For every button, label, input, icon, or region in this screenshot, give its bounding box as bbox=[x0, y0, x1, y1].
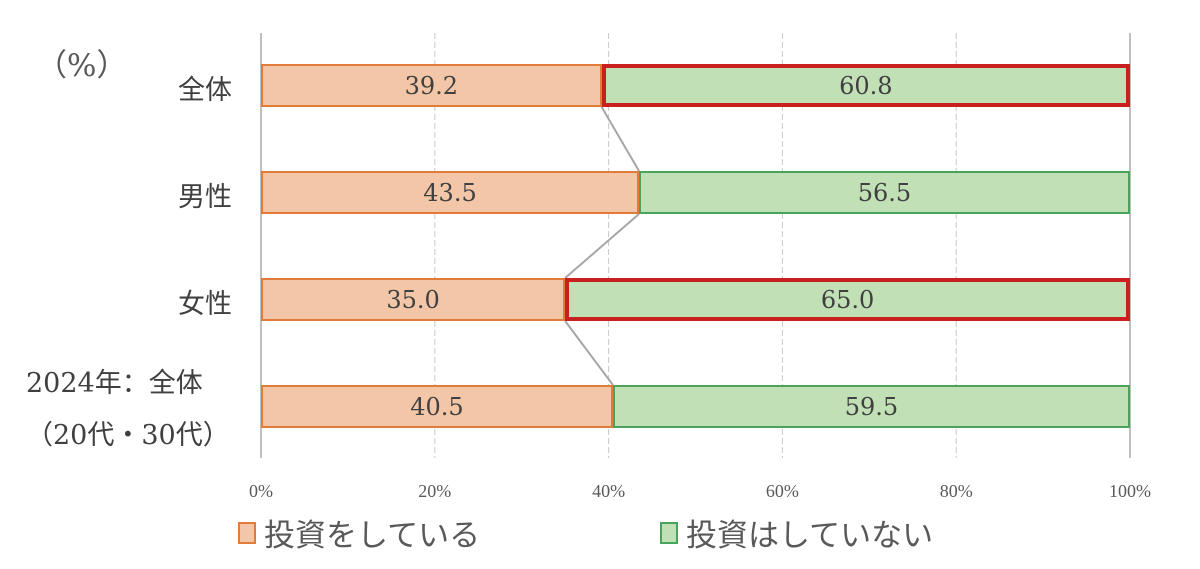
legend-swatch-orange bbox=[238, 521, 256, 544]
unit-label: （%） bbox=[36, 48, 128, 84]
legend-label: 投資はしていない bbox=[686, 518, 934, 554]
legend-item-not-invested: 投資はしていない bbox=[660, 510, 933, 555]
bar-segment-not-invested: 65.0 bbox=[565, 278, 1130, 321]
legend-label: 投資をしている bbox=[264, 518, 481, 554]
x-tick-label: 60% bbox=[765, 481, 799, 501]
bar-segment-invested: 39.2 bbox=[261, 64, 602, 107]
x-tick-label: 40% bbox=[592, 481, 626, 501]
category-label: 全体 bbox=[178, 74, 232, 106]
bar-segment-not-invested: 56.5 bbox=[639, 171, 1130, 214]
category-label: 男性 bbox=[178, 181, 232, 213]
category-label: （20代・30代） bbox=[26, 420, 230, 451]
bar-segment-invested: 40.5 bbox=[261, 385, 613, 428]
bar-segment-invested: 35.0 bbox=[261, 278, 566, 321]
category-label: 女性 bbox=[178, 288, 232, 320]
x-tick-label: 20% bbox=[418, 481, 452, 501]
bar-segment-not-invested: 60.8 bbox=[601, 64, 1130, 107]
category-label: 2024年：全体 bbox=[26, 368, 203, 399]
bar-segment-invested: 43.5 bbox=[261, 171, 639, 214]
legend-item-invested: 投資をしている bbox=[238, 510, 480, 555]
x-tick-label: 80% bbox=[939, 481, 973, 501]
x-tick-label: 100% bbox=[1109, 481, 1151, 501]
bar-segment-not-invested: 59.5 bbox=[612, 385, 1130, 428]
x-tick-label: 0% bbox=[249, 481, 273, 501]
legend-swatch-green bbox=[660, 521, 678, 544]
